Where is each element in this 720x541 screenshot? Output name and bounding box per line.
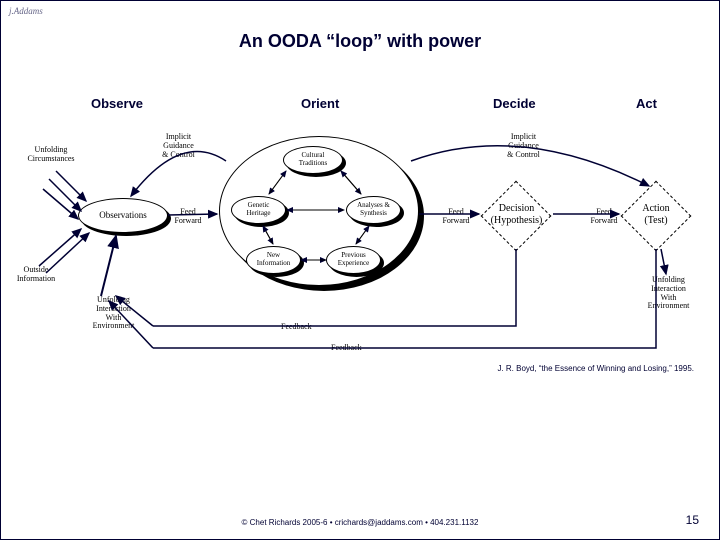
label-implicit2: Implicit Guidance & Control [501,133,546,159]
label-decision: Decision (Hypothesis) [479,203,554,227]
phase-act: Act [636,96,657,111]
phase-orient: Orient [301,96,339,111]
label-feedback2: Feedback [331,344,362,353]
label-unfolding-inter2: Unfolding Interaction With Environment [641,276,696,311]
phase-decide: Decide [493,96,536,111]
page-number: 15 [686,513,699,527]
label-feedback1: Feedback [281,323,312,332]
node-analyses: Analyses & Synthesis [346,196,401,224]
page-title: An OODA “loop” with power [1,31,719,52]
label-feed_fwd2: Feed Forward [441,208,471,226]
node-previous: Previous Experience [326,246,381,274]
label-action: Action (Test) [626,203,686,227]
label-unfolding-inter: Unfolding Interaction With Environment [86,296,141,331]
label-implicit1: Implicit Guidance & Control [156,133,201,159]
label-outside-info: Outside Information [11,266,61,284]
label-feedfwd3: Feed Forward [589,208,619,226]
phase-observe: Observe [91,96,143,111]
node-newinfo: New Information [246,246,301,274]
citation: J. R. Boyd, “the Essence of Winning and … [497,364,694,373]
node-genetic: Genetic Heritage [231,196,286,224]
node-cultural: Cultural Traditions [283,146,343,174]
footer: © Chet Richards 2005-6 • crichards@jadda… [1,518,719,527]
node-observations: Observations [78,198,168,233]
label-feedfwd1: Feed Forward [173,208,203,226]
label-unfolding-circ: Unfolding Circumstances [21,146,81,164]
